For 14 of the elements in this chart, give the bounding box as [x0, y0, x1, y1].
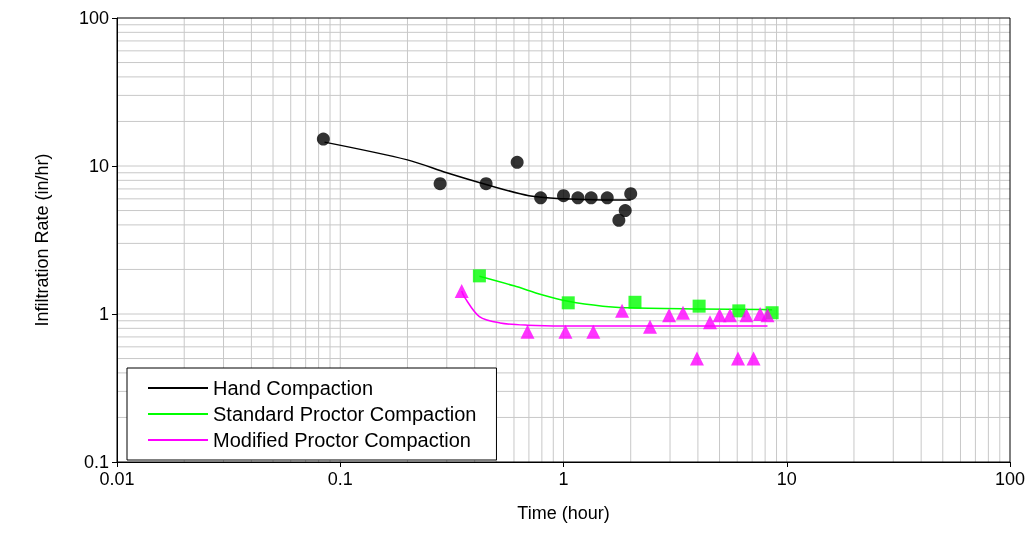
y-tick-label: 1 — [98, 304, 109, 324]
legend-label: Standard Proctor Compaction — [213, 403, 477, 425]
y-axis-title: Infiltration Rate (in/hr) — [32, 153, 52, 327]
x-tick-label: 1 — [558, 469, 569, 489]
y-tick-label: 100 — [78, 8, 109, 28]
legend-label: Hand Compaction — [213, 377, 374, 399]
x-tick-label: 100 — [994, 469, 1026, 489]
legend-label: Modified Proctor Compaction — [213, 429, 471, 451]
y-tick-label: 10 — [88, 156, 109, 176]
x-tick-label: 0.1 — [327, 469, 353, 489]
x-tick-label: 10 — [776, 469, 797, 489]
x-axis-title: Time (hour) — [517, 503, 610, 523]
y-tick-label: 0.1 — [83, 452, 109, 472]
x-tick-label: 0.01 — [99, 469, 135, 489]
